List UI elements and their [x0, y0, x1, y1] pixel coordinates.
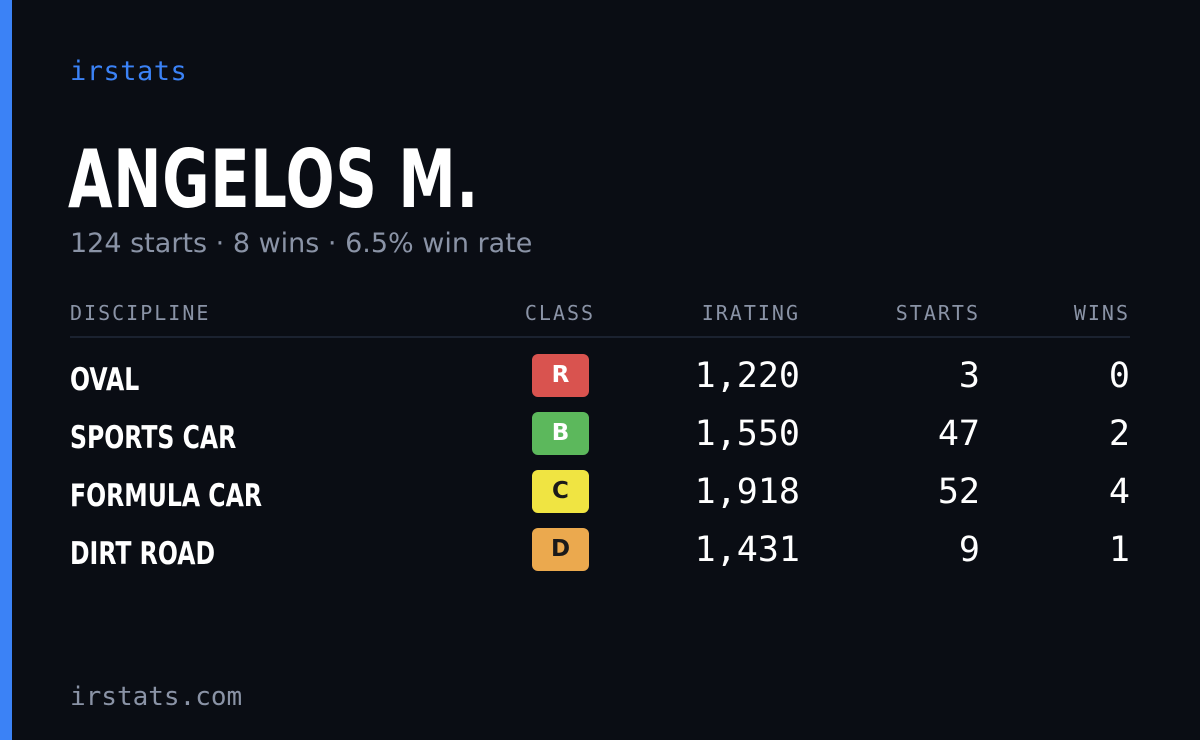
header-wins: WINS	[1073, 301, 1130, 325]
accent-bar	[0, 0, 12, 740]
table-row: FORMULA CAR C 1,918 52 4	[0, 470, 1200, 528]
player-summary: 124 starts · 8 wins · 6.5% win rate	[70, 228, 533, 259]
irating-value: 1,918	[694, 472, 800, 512]
footer-url: irstats.com	[70, 682, 243, 712]
irating-value: 1,220	[694, 356, 800, 396]
table-row: SPORTS CAR B 1,550 47 2	[0, 412, 1200, 470]
class-badge: B	[532, 412, 589, 455]
brand-logo-text: irstats	[70, 56, 188, 87]
discipline-name: FORMULA CAR	[70, 478, 262, 514]
header-discipline: DISCIPLINE	[70, 301, 211, 325]
irating-value: 1,431	[694, 530, 800, 570]
starts-value: 52	[937, 472, 980, 512]
starts-value: 47	[937, 414, 980, 454]
irating-value: 1,550	[694, 414, 800, 454]
class-badge: R	[532, 354, 589, 397]
wins-value: 2	[1108, 414, 1130, 454]
discipline-name: OVAL	[70, 362, 140, 398]
player-name: ANGELOS M.	[68, 133, 479, 226]
wins-value: 1	[1108, 530, 1130, 570]
discipline-name: DIRT ROAD	[70, 536, 216, 572]
header-starts: STARTS	[895, 301, 980, 325]
starts-value: 9	[958, 530, 980, 570]
table-row: DIRT ROAD D 1,431 9 1	[0, 528, 1200, 586]
wins-value: 0	[1108, 356, 1130, 396]
class-badge: C	[532, 470, 589, 513]
table-row: OVAL R 1,220 3 0	[0, 354, 1200, 412]
header-irating: IRATING	[701, 301, 800, 325]
header-class: CLASS	[524, 301, 596, 325]
discipline-name: SPORTS CAR	[70, 420, 237, 456]
header-divider	[70, 336, 1130, 338]
class-badge: D	[532, 528, 589, 571]
wins-value: 4	[1108, 472, 1130, 512]
starts-value: 3	[958, 356, 980, 396]
